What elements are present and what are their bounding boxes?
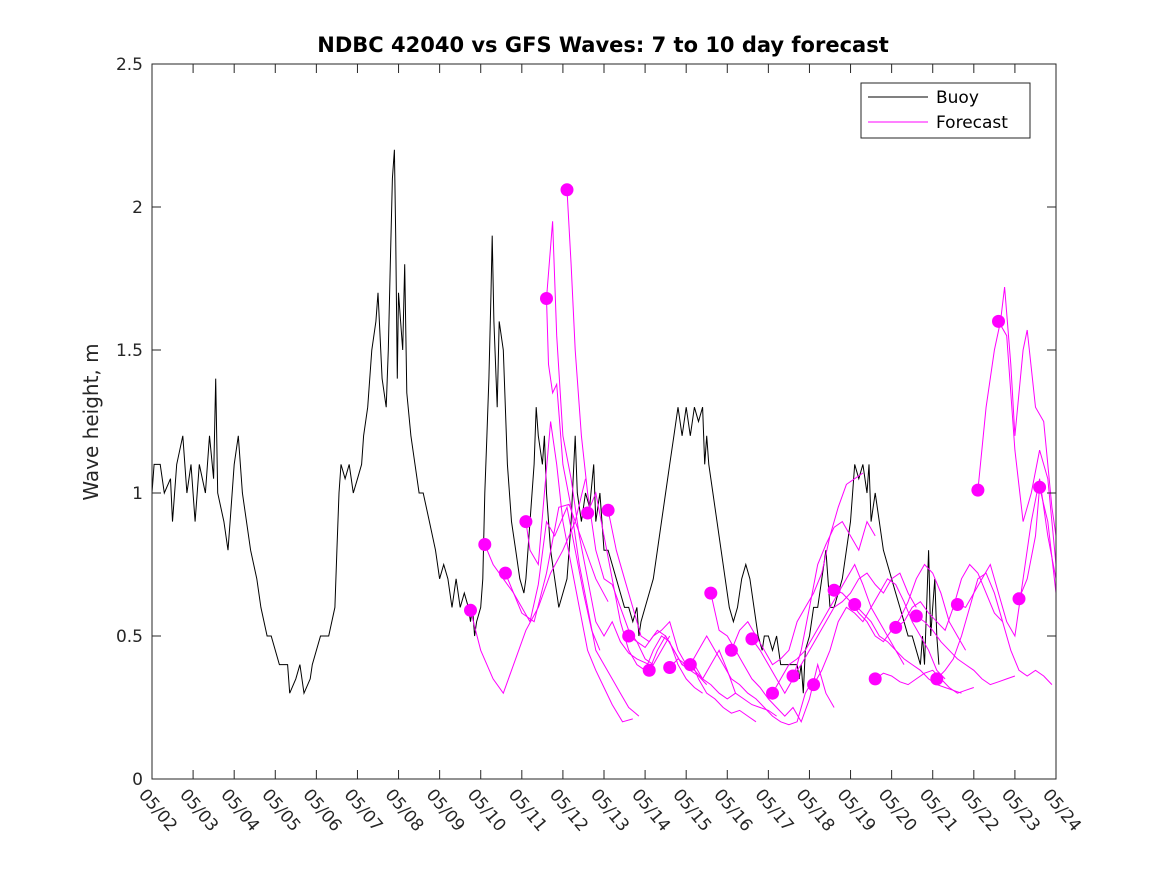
forecast-run-line-24 [916, 615, 1016, 686]
x-tick-label-10: 05/11 [504, 785, 551, 835]
x-tick-label-8: 05/09 [422, 785, 469, 835]
forecast-start-dot-24 [930, 672, 944, 686]
forecast-start-dot-11 [663, 661, 677, 674]
y-tick-label-1: 0 [132, 770, 143, 790]
forecast-run-line-29 [1018, 487, 1056, 599]
x-tick-label-20: 05/21 [915, 785, 962, 835]
forecast-run-line-13 [689, 634, 815, 726]
y-tick-label-6: 2.5 [116, 55, 143, 75]
forecast-start-dot-28 [1012, 592, 1026, 606]
y-axis: 0 0.5 1 1.5 2 2.5 [116, 55, 1056, 790]
forecast-start-dot-5 [540, 292, 553, 305]
forecast-run-line-14 [710, 592, 835, 723]
forecast-run-line-11 [648, 634, 757, 723]
forecast-start-dots [464, 183, 1047, 700]
buoy-series [152, 149, 940, 696]
forecast-start-dot-10 [642, 663, 656, 677]
x-tick-label-23: 05/24 [1038, 785, 1085, 835]
x-axis: 05/0205/0305/0405/0505/0605/0705/0805/09… [134, 64, 1085, 836]
legend: Buoy Forecast [860, 82, 1031, 139]
forecast-start-dot-8 [601, 503, 615, 517]
y-tick-label-4: 1.5 [116, 341, 143, 361]
x-tick-label-3: 05/04 [216, 785, 263, 835]
forecast-start-dot-17 [786, 669, 800, 683]
x-tick-label-16: 05/17 [751, 785, 798, 835]
x-tick-label-5: 05/06 [299, 785, 346, 835]
forecast-start-dot-18 [807, 678, 821, 692]
y-tick-label-2: 0.5 [116, 627, 143, 647]
y-tick-label-5: 2 [132, 198, 143, 218]
forecast-run-line-7 [566, 189, 671, 666]
forecast-run-line-16 [751, 520, 876, 695]
forecast-start-dot-23 [909, 609, 923, 623]
x-tick-label-9: 05/10 [463, 785, 510, 835]
legend-forecast-label: Forecast [936, 113, 1008, 133]
forecast-run-line-26 [957, 478, 1056, 638]
forecast-run-line-21 [854, 604, 962, 694]
forecast-run-line-19 [813, 578, 946, 685]
buoy-line [152, 149, 940, 696]
forecast-start-dot-26 [971, 483, 985, 497]
legend-buoy-label: Buoy [936, 88, 979, 108]
chart-title: NDBC 42040 vs GFS Waves: 7 to 10 day for… [317, 33, 888, 57]
forecast-start-dot-14 [724, 643, 738, 657]
forecast-start-dot-29 [1033, 480, 1047, 494]
x-tick-label-18: 05/19 [833, 785, 880, 835]
x-tick-label-22: 05/23 [997, 785, 1044, 835]
forecast-start-dot-12 [683, 658, 697, 672]
x-tick-label-4: 05/05 [257, 785, 304, 835]
forecast-run-line-6 [546, 221, 650, 666]
forecast-start-dot-6 [560, 183, 574, 197]
x-tick-label-13: 05/14 [627, 785, 674, 835]
forecast-start-dot-22 [889, 620, 903, 634]
forecast-run-line-1 [470, 478, 586, 695]
forecast-run-line-5 [546, 298, 640, 717]
forecast-start-dot-13 [704, 586, 718, 600]
forecast-start-dot-16 [766, 686, 779, 700]
forecast-start-dot-7 [581, 506, 595, 520]
forecast-start-dot-19 [827, 583, 841, 597]
x-tick-label-6: 05/07 [340, 785, 387, 835]
x-tick-label-17: 05/18 [792, 785, 839, 835]
x-tick-label-21: 05/22 [956, 785, 1003, 835]
plot-frame [151, 63, 1057, 780]
x-tick-label-1: 05/02 [134, 785, 181, 835]
forecast-run-line-23 [895, 563, 1003, 632]
x-tick-label-11: 05/12 [545, 785, 592, 835]
forecast-run-line-18 [792, 572, 917, 677]
forecast-start-dot-15 [745, 632, 759, 646]
forecast-run-line-4 [525, 421, 633, 723]
forecast-run-line-3 [504, 505, 601, 651]
forecast-start-dot-21 [868, 672, 882, 686]
forecast-start-dot-25 [950, 598, 964, 611]
forecast-start-dot-2 [478, 538, 492, 551]
x-tick-label-19: 05/20 [874, 785, 921, 835]
forecast-run-line-15 [730, 472, 864, 666]
forecast-start-dot-9 [622, 629, 636, 643]
y-tick-label-3: 1 [132, 484, 143, 504]
x-tick-label-2: 05/03 [175, 785, 222, 835]
x-tick-label-12: 05/13 [586, 785, 633, 835]
forecast-run-line-28 [998, 321, 1056, 565]
forecast-start-dot-3 [498, 566, 512, 580]
x-tick-label-14: 05/15 [668, 785, 715, 835]
forecast-start-dot-1 [464, 603, 477, 617]
x-tick-label-15: 05/16 [709, 785, 756, 835]
forecast-run-line-22 [874, 669, 974, 694]
y-axis-label: Wave height, m [79, 343, 103, 500]
forecast-start-dot-4 [519, 515, 533, 529]
forecast-start-dot-20 [848, 598, 862, 611]
forecast-start-dot-27 [992, 314, 1005, 328]
x-tick-label-7: 05/08 [381, 785, 428, 835]
legend-box [860, 82, 1031, 139]
forecast-run-line-27 [977, 287, 1056, 536]
forecast-run-line-10 [628, 620, 736, 700]
forecast-run-line-25 [936, 572, 1053, 685]
